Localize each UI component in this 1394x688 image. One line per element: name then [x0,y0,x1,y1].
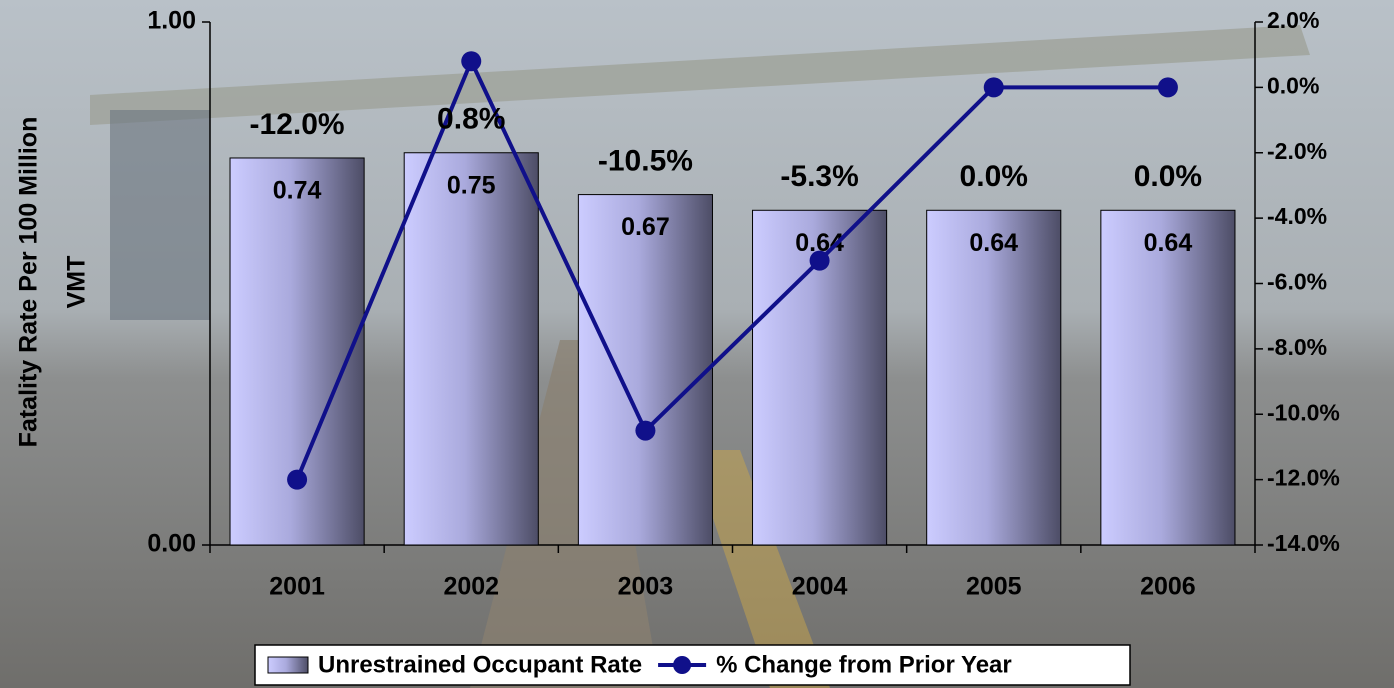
x-tick-label: 2005 [966,573,1022,601]
y2-tick-label: -6.0% [1267,269,1327,295]
bar-value-label: 0.64 [969,229,1018,257]
line-value-label: -10.5% [598,145,693,178]
line-marker [1157,77,1178,98]
line-marker [635,420,656,441]
y2-tick-label: -4.0% [1267,203,1327,229]
x-tick-label: 2001 [269,573,325,601]
legend: Unrestrained Occupant Rate % Change from … [254,644,1131,686]
truck [110,110,210,320]
line-marker [983,77,1004,98]
y2-tick-label: 0.0% [1267,72,1319,98]
y2-tick-label: 2.0% [1267,7,1319,33]
line-marker [287,469,308,490]
y-axis-title: VMT [63,256,91,309]
legend-label: Unrestrained Occupant Rate [318,651,642,678]
x-tick-label: 2003 [618,573,674,601]
line-marker [809,250,830,271]
legend-label: % Change from Prior Year [716,651,1012,678]
line-value-label: 0.0% [1134,160,1202,193]
line [295,56,1168,481]
line-marker [461,51,482,72]
bar-value-label: 0.67 [621,213,670,241]
bar [577,194,713,546]
bar [1100,209,1236,546]
y2-tick-label: -8.0% [1267,334,1327,360]
line-value-label: 0.0% [960,160,1028,193]
overpass [90,25,1310,125]
y-tick-label: 1.00 [147,7,196,35]
line-value-label: -5.3% [780,160,858,193]
y2-tick-label: -14.0% [1267,530,1340,556]
legend-swatch [267,656,309,674]
x-tick-label: 2006 [1140,573,1196,601]
x-tick-label: 2002 [443,573,499,601]
x-tick-label: 2004 [792,573,848,601]
bar-value-label: 0.75 [447,171,496,199]
bar [403,152,539,546]
line-value-label: 0.8% [437,103,505,136]
legend-swatch-marker [673,656,692,674]
y-tick-label: 0.00 [147,530,196,558]
bar [926,209,1062,546]
y2-tick-label: -10.0% [1267,399,1340,425]
y-axis-title: Fatality Rate Per 100 Million [15,117,43,448]
bar-value-label: 0.74 [273,177,322,205]
road-stripe [690,450,830,688]
bar-value-label: 0.64 [1144,229,1193,257]
line-value-label: -12.0% [250,108,345,141]
y2-tick-label: -2.0% [1267,138,1327,164]
y2-tick-label: -12.0% [1267,465,1340,491]
